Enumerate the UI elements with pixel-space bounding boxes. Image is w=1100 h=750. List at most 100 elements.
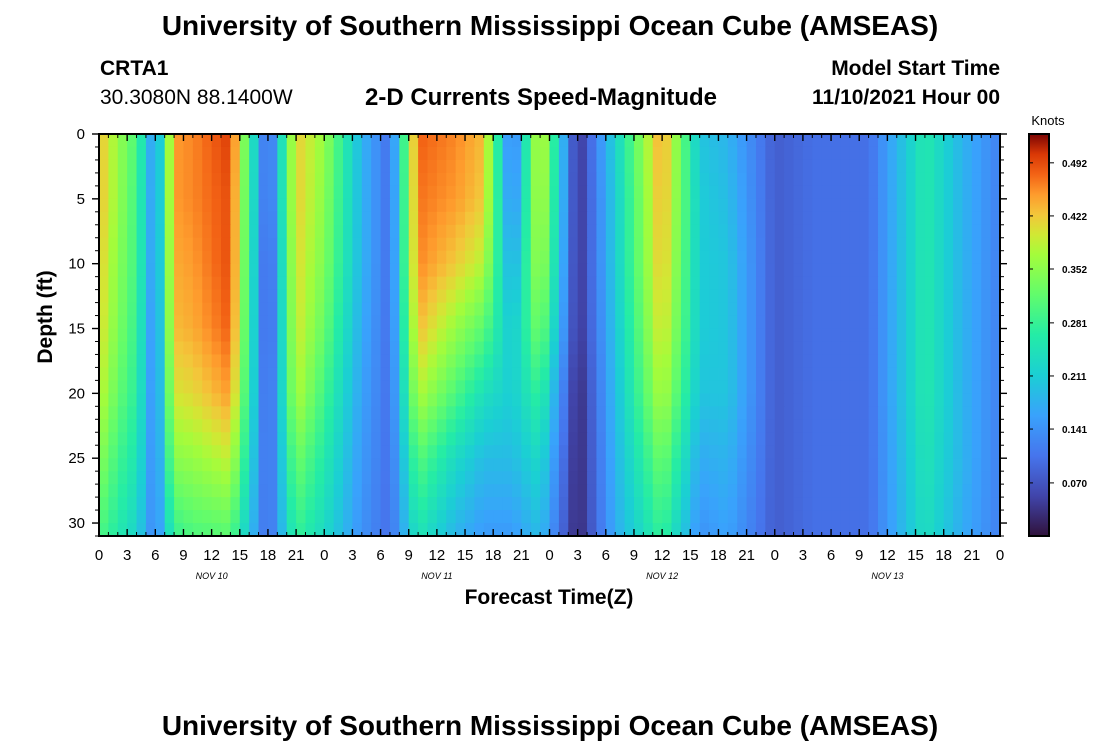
heatmap-cell: [183, 380, 194, 394]
heatmap-cell: [127, 393, 138, 407]
heatmap-cell: [558, 172, 569, 187]
heatmap-cell: [662, 263, 673, 278]
heatmap-cell: [483, 224, 494, 239]
heatmap-cell: [962, 445, 973, 459]
heatmap-cell: [840, 315, 851, 330]
heatmap-cell: [671, 263, 682, 278]
heatmap-cell: [99, 380, 109, 394]
heatmap-cell: [699, 367, 710, 381]
heatmap-cell: [549, 497, 560, 511]
heatmap-cell: [361, 471, 372, 485]
heatmap-cell: [399, 211, 410, 226]
heatmap-cell: [821, 263, 832, 278]
heatmap-cell: [671, 471, 682, 485]
heatmap-cell: [709, 458, 720, 472]
heatmap-cell: [117, 315, 128, 330]
heatmap-cell: [962, 484, 973, 498]
heatmap-cell: [924, 224, 935, 239]
heatmap-cell: [981, 354, 992, 369]
heatmap-cell: [211, 211, 222, 226]
heatmap-cell: [934, 406, 945, 420]
heatmap-cell: [558, 198, 569, 213]
heatmap-cell: [859, 393, 870, 407]
heatmap-cell: [812, 328, 823, 343]
heatmap-cell: [868, 185, 879, 200]
heatmap-cell: [380, 328, 391, 343]
x-tick-label: 0: [771, 547, 779, 564]
heatmap-cell: [558, 263, 569, 278]
heatmap-cell: [690, 510, 701, 524]
heatmap-cell: [183, 224, 194, 239]
heatmap-cell: [737, 523, 748, 537]
heatmap-cell: [352, 134, 363, 148]
heatmap-cell: [643, 432, 654, 446]
heatmap-cell: [596, 211, 607, 226]
heatmap-cell: [784, 211, 795, 226]
heatmap-cell: [549, 263, 560, 278]
heatmap-cell: [953, 393, 964, 407]
heatmap-cell: [174, 185, 185, 200]
heatmap-cell: [924, 380, 935, 394]
heatmap-cell: [924, 134, 935, 148]
heatmap-cell: [727, 146, 738, 161]
heatmap-cell: [821, 159, 832, 174]
heatmap-cell: [859, 134, 870, 148]
heatmap-cell: [239, 237, 250, 252]
x-tick-label: 6: [827, 547, 835, 564]
heatmap-cell: [615, 328, 626, 343]
heatmap-cell: [671, 172, 682, 187]
heatmap-cell: [427, 341, 438, 356]
heatmap-cell: [483, 211, 494, 226]
heatmap-cell: [755, 224, 766, 239]
heatmap-cell: [831, 523, 842, 537]
heatmap-cell: [662, 224, 673, 239]
heatmap-cell: [802, 471, 813, 485]
heatmap-cell: [831, 328, 842, 343]
heatmap-cell: [953, 471, 964, 485]
heatmap-cell: [361, 172, 372, 187]
heatmap-cell: [680, 432, 691, 446]
heatmap-cell: [343, 237, 354, 252]
heatmap-cell: [465, 146, 476, 161]
heatmap-cell: [577, 237, 588, 252]
heatmap-cell: [680, 419, 691, 433]
heatmap-cell: [493, 328, 504, 343]
heatmap-cell: [389, 134, 400, 148]
heatmap-cell: [277, 341, 288, 356]
heatmap-cell: [155, 341, 166, 356]
heatmap-cell: [474, 289, 485, 304]
heatmap-cell: [652, 445, 663, 459]
heatmap-cell: [493, 406, 504, 420]
heatmap-cell: [117, 406, 128, 420]
heatmap-cell: [117, 185, 128, 200]
heatmap-cell: [540, 458, 551, 472]
heatmap-cell: [755, 510, 766, 524]
heatmap-cell: [699, 263, 710, 278]
heatmap-cell: [981, 497, 992, 511]
heatmap-cell: [380, 302, 391, 317]
heatmap-cell: [849, 419, 860, 433]
heatmap-cell: [408, 302, 419, 317]
heatmap-cell: [596, 263, 607, 278]
heatmap-cell: [352, 263, 363, 278]
heatmap-cell: [877, 263, 888, 278]
heatmap-cell: [277, 497, 288, 511]
heatmap-cell: [427, 445, 438, 459]
heatmap-cell: [361, 134, 372, 148]
heatmap-cell: [324, 432, 335, 446]
heatmap-cell: [277, 367, 288, 381]
heatmap-cell: [737, 289, 748, 304]
heatmap-cell: [849, 471, 860, 485]
heatmap-cell: [821, 211, 832, 226]
heatmap-cell: [389, 445, 400, 459]
heatmap-cell: [971, 432, 982, 446]
heatmap-cell: [802, 250, 813, 265]
heatmap-cell: [436, 289, 447, 304]
heatmap-cell: [436, 250, 447, 265]
heatmap-cell: [615, 406, 626, 420]
heatmap-cell: [699, 458, 710, 472]
heatmap-cell: [267, 185, 278, 200]
heatmap-cell: [680, 198, 691, 213]
heatmap-cell: [821, 237, 832, 252]
heatmap-cell: [446, 224, 457, 239]
